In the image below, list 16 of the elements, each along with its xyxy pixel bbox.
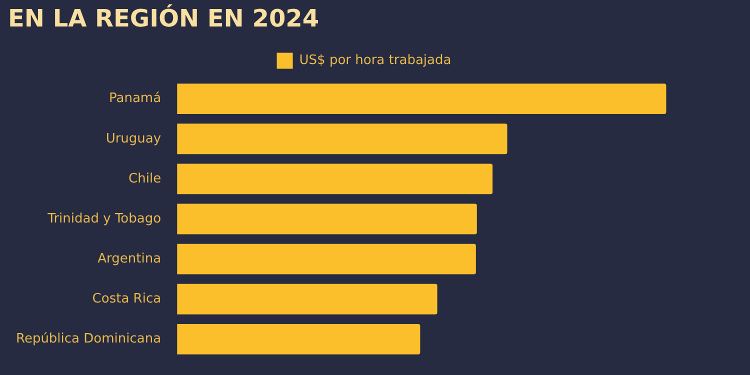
bar	[177, 204, 477, 234]
bar	[177, 164, 493, 194]
bar	[177, 324, 420, 354]
bar	[177, 124, 508, 154]
bar	[177, 84, 666, 114]
y-tick-label: Chile	[128, 171, 162, 186]
y-tick-label: Panamá	[109, 91, 162, 106]
chart-title: EN LA REGIÓN EN 2024	[8, 4, 320, 33]
y-tick-label: Trinidad y Tobago	[46, 211, 162, 226]
bar	[177, 284, 438, 314]
y-tick-label: Uruguay	[106, 131, 162, 146]
y-tick-label: Costa Rica	[92, 291, 162, 306]
legend-label: US$ por hora trabajada	[299, 53, 452, 68]
y-tick-label: Argentina	[98, 251, 162, 266]
y-tick-label: República Dominicana	[16, 332, 162, 347]
bar	[177, 244, 476, 274]
